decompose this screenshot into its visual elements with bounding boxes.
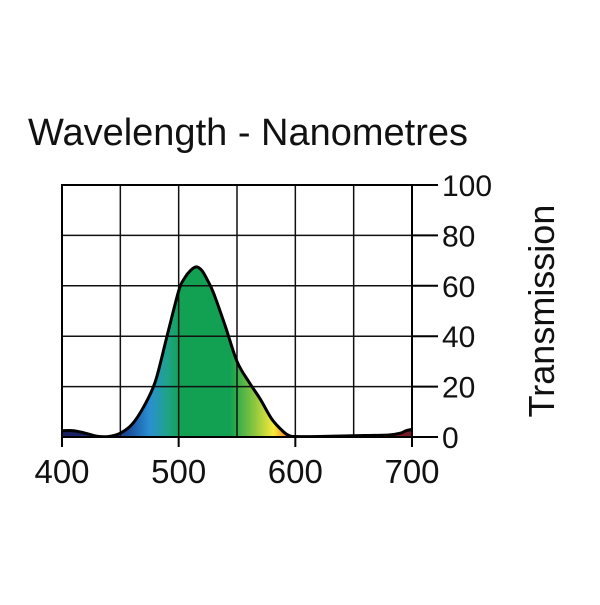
y-tick-label: 0 <box>442 422 459 455</box>
x-axis: 400 500 600 700 <box>34 437 440 490</box>
plot-frame <box>61 184 413 438</box>
y-tick-label: 40 <box>442 321 475 354</box>
x-tick-label: 600 <box>268 453 323 490</box>
x-tick-label: 700 <box>384 453 439 490</box>
grid <box>62 185 412 437</box>
y-tick-label: 60 <box>442 271 475 304</box>
chart-title: Wavelength - Nanometres <box>28 112 468 154</box>
y-tick-label: 80 <box>442 220 475 253</box>
x-tick-label: 400 <box>34 453 89 490</box>
y-tick-label: 20 <box>442 372 475 405</box>
y-axis: 0 20 40 60 80 100 <box>412 170 492 455</box>
y-tick-label: 100 <box>442 170 492 203</box>
x-tick-label: 500 <box>151 453 206 490</box>
y-axis-title: Transmission <box>521 205 562 418</box>
